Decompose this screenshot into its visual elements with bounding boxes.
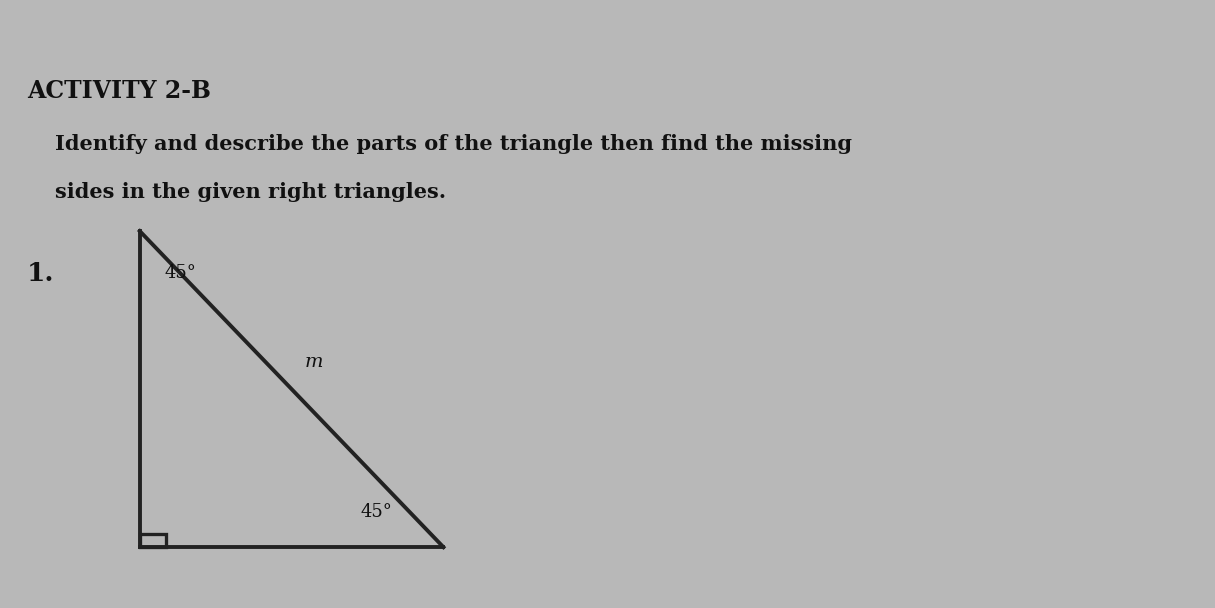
Text: m: m [304,353,323,371]
Text: 45°: 45° [361,503,392,521]
Text: 45°: 45° [164,264,196,283]
Text: ACTIVITY 2-B: ACTIVITY 2-B [27,79,210,103]
Text: sides in the given right triangles.: sides in the given right triangles. [55,182,446,202]
Text: Identify and describe the parts of the triangle then find the missing: Identify and describe the parts of the t… [55,134,852,154]
Text: 1.: 1. [27,261,55,286]
